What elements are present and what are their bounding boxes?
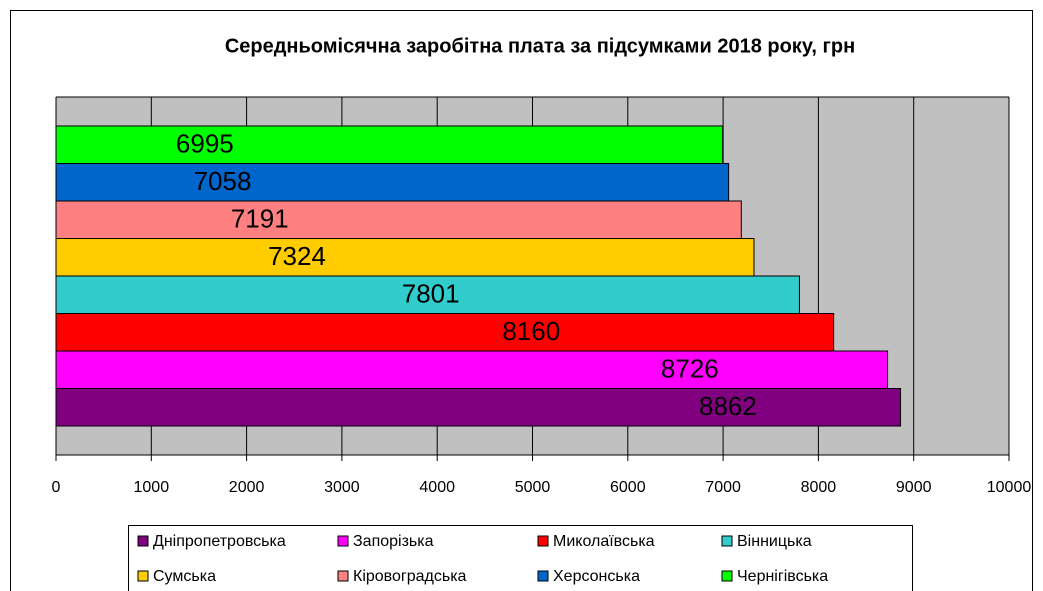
bar [55,388,902,427]
x-tick-label: 2000 [229,479,265,496]
legend-swatch [537,570,549,582]
data-label: 8160 [502,316,560,346]
x-tick-label: 6000 [610,479,646,496]
x-tick-label: 3000 [324,479,360,496]
data-label: 7058 [194,166,252,196]
x-tick-label: 1000 [134,479,170,496]
bar [55,200,742,239]
data-label: 7801 [402,279,460,309]
x-tick-label: 7000 [705,479,741,496]
x-tick-label: 10000 [987,479,1032,496]
legend-swatch [337,570,349,582]
legend-label: Вінницька [737,533,812,550]
legend-swatch [337,535,349,547]
x-tick-label: 9000 [896,479,932,496]
legend-label: Чернігівська [737,568,828,585]
legend-box [128,525,913,591]
bar [55,238,755,277]
legend-label: Херсонська [553,568,640,585]
legend-swatch [137,535,149,547]
data-label: 8862 [699,391,757,421]
data-label: 8726 [661,354,719,384]
legend-label: Дніпропетровська [153,533,286,550]
bar [55,163,730,202]
data-label: 7324 [268,241,326,271]
legend-swatch [537,535,549,547]
bar [55,350,889,389]
x-tick-label: 8000 [801,479,837,496]
bar [55,275,800,314]
x-tick-label: 4000 [419,479,455,496]
bar [55,125,724,164]
legend-swatch [137,570,149,582]
legend-swatch [721,570,733,582]
legend-label: Миколаївська [553,533,655,550]
legend-swatch [721,535,733,547]
chart-title: Середньомісячна заробітна плата за підсу… [225,35,855,57]
bar [55,313,835,352]
data-label: 6995 [176,129,234,159]
legend-label: Запорізька [353,533,434,550]
data-label: 7191 [231,204,289,234]
legend-label: Кіровоградська [353,568,467,585]
x-tick-label: 5000 [515,479,551,496]
legend-label: Сумська [153,568,216,585]
x-tick-label: 0 [52,479,61,496]
